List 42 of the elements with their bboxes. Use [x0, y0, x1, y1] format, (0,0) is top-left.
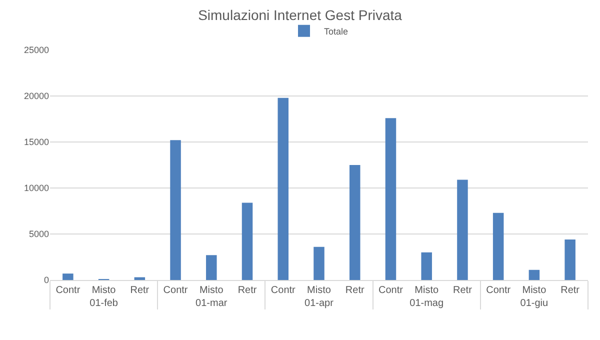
x-tick-label: Retr — [345, 285, 365, 296]
x-tick-label: Contr — [486, 285, 512, 296]
bar — [528, 270, 540, 280]
x-tick-label: Retr — [130, 285, 150, 296]
bar — [206, 255, 217, 280]
y-tick-label: 25000 — [24, 45, 49, 56]
bar — [134, 277, 146, 280]
bar — [242, 202, 253, 280]
x-tick-label: Misto — [522, 285, 547, 296]
bar — [314, 246, 324, 280]
bar — [457, 180, 468, 280]
y-tick-label: 20000 — [24, 91, 49, 102]
bar — [170, 140, 181, 280]
x-tick-label: Contr — [56, 285, 81, 296]
x-tick-label: Retr — [238, 285, 258, 296]
text: 01-feb — [90, 298, 118, 309]
x-tick-label: Contr — [378, 285, 404, 296]
bar — [492, 212, 504, 280]
x-tick-label: Misto — [199, 285, 224, 296]
bar — [278, 98, 289, 280]
x-tick-label: Retr — [560, 285, 580, 296]
x-tick-label: Misto — [92, 285, 116, 296]
x-tick-label: Misto — [414, 285, 439, 296]
x-tick-label: Retr — [453, 285, 473, 296]
y-tick-label: 0 — [44, 275, 49, 286]
y-tick-label: 5000 — [28, 229, 49, 240]
chart-title: Simulazioni Internet Gest Privata — [198, 7, 402, 23]
y-tick-label: 15000 — [24, 137, 49, 148]
text: 01-apr — [304, 298, 334, 309]
bar — [385, 118, 396, 280]
bar — [62, 274, 74, 280]
bar — [349, 165, 360, 280]
bar — [421, 252, 432, 280]
text: 01-mar — [196, 298, 228, 309]
x-tick-label: Misto — [307, 285, 332, 296]
bar — [564, 240, 576, 280]
text: 01-mag — [410, 298, 444, 309]
y-tick-label: 10000 — [24, 183, 49, 194]
x-tick-label: Contr — [163, 285, 188, 296]
x-tick-label: Contr — [270, 285, 296, 296]
text: 01-giu — [520, 298, 548, 309]
legend-label: Totale — [324, 26, 348, 36]
